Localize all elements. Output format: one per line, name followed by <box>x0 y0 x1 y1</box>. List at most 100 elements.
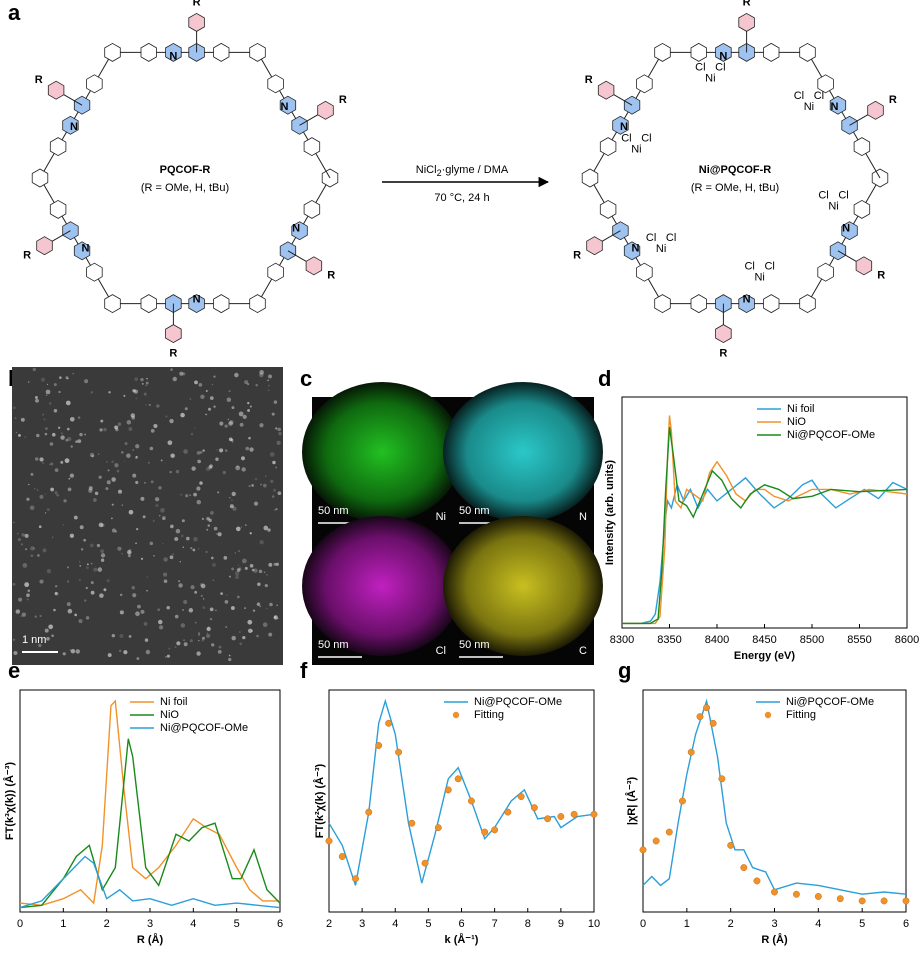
speckle <box>35 398 39 403</box>
data-line <box>19 699 280 907</box>
fit-point <box>709 719 717 727</box>
ring <box>841 221 858 241</box>
bond <box>39 177 113 304</box>
n-atom: N <box>719 50 727 62</box>
speckle <box>45 427 48 431</box>
speckle <box>56 493 59 497</box>
fit-point <box>385 719 393 727</box>
speckle <box>39 457 44 462</box>
speckle <box>37 554 40 557</box>
speckle <box>157 619 163 625</box>
speckle <box>148 461 150 464</box>
speckle <box>30 554 34 558</box>
speckle <box>166 605 170 610</box>
r-group: R <box>327 270 335 282</box>
speckle <box>85 586 88 590</box>
speckle <box>119 610 124 615</box>
speckle <box>108 391 111 394</box>
speckle <box>244 607 247 610</box>
speckle <box>250 629 254 633</box>
ring <box>49 199 67 219</box>
n-atom: N <box>842 223 850 235</box>
r-group: R <box>743 0 751 8</box>
speckle <box>85 616 90 620</box>
ring <box>612 115 629 135</box>
bond <box>807 177 881 304</box>
speckle <box>231 567 235 571</box>
speckle <box>93 567 98 572</box>
legend-label: Ni@PQCOF-OMe <box>787 429 875 441</box>
speckle <box>127 554 131 558</box>
speckle <box>169 470 172 474</box>
legend-label: Ni@PQCOF-OMe <box>786 696 874 708</box>
speckle <box>168 647 171 650</box>
speckle <box>273 562 277 566</box>
ring <box>763 294 780 314</box>
speckle <box>190 546 193 550</box>
element-label: C <box>579 645 587 657</box>
speckle <box>190 433 194 436</box>
speckle <box>209 464 213 468</box>
speckle <box>20 417 25 422</box>
speckle <box>206 528 209 531</box>
speckle <box>20 543 23 546</box>
speckle <box>217 649 222 654</box>
speckle <box>170 368 173 371</box>
n-atom: N <box>743 293 751 305</box>
speckle <box>259 372 264 378</box>
speckle <box>117 422 122 426</box>
reagent: NiCl2·glyme / DMA <box>416 164 509 178</box>
speckle <box>135 455 138 458</box>
ring <box>140 294 157 314</box>
n-atom: N <box>281 101 289 113</box>
speckle <box>38 643 42 648</box>
speckle <box>119 633 124 639</box>
speckle <box>70 649 76 654</box>
speckle <box>254 477 258 481</box>
ring <box>853 199 871 219</box>
fit-point <box>557 813 565 820</box>
ring <box>104 294 121 314</box>
panel-label: c <box>300 366 312 391</box>
ring <box>213 294 230 314</box>
speckle <box>48 624 54 630</box>
ring <box>867 100 884 120</box>
speckle <box>74 613 78 617</box>
speckle <box>18 597 23 602</box>
ring <box>799 42 816 62</box>
y-axis-label: FT(k²χ(k) (Å⁻³) <box>313 763 326 838</box>
speckle <box>158 514 161 517</box>
speckle <box>267 528 271 532</box>
speckle <box>67 608 73 614</box>
speckle <box>199 583 204 587</box>
speckle <box>84 433 87 436</box>
cl-atom: Cl <box>641 132 651 144</box>
speckle <box>84 599 87 602</box>
speckle <box>68 477 71 480</box>
speckle <box>242 558 247 564</box>
ring <box>612 221 629 241</box>
speckle <box>209 607 214 612</box>
speckle <box>180 534 184 538</box>
speckle <box>21 612 27 617</box>
speckle <box>202 606 206 610</box>
speckle <box>217 532 222 537</box>
speckle <box>240 456 246 461</box>
speckle <box>107 469 110 472</box>
speckle <box>235 526 241 532</box>
ring <box>86 262 103 282</box>
speckle <box>194 621 197 624</box>
speckle <box>199 481 203 485</box>
speckle <box>51 536 54 538</box>
speckle <box>180 412 185 418</box>
speckle <box>98 475 102 479</box>
stem-image <box>12 367 283 665</box>
speckle <box>215 457 219 461</box>
data-line <box>19 738 281 909</box>
speckle <box>251 568 255 572</box>
r-group: R <box>889 94 897 106</box>
speckle <box>117 546 122 551</box>
speckle <box>77 439 82 444</box>
ring <box>31 168 49 188</box>
ring <box>738 294 755 314</box>
